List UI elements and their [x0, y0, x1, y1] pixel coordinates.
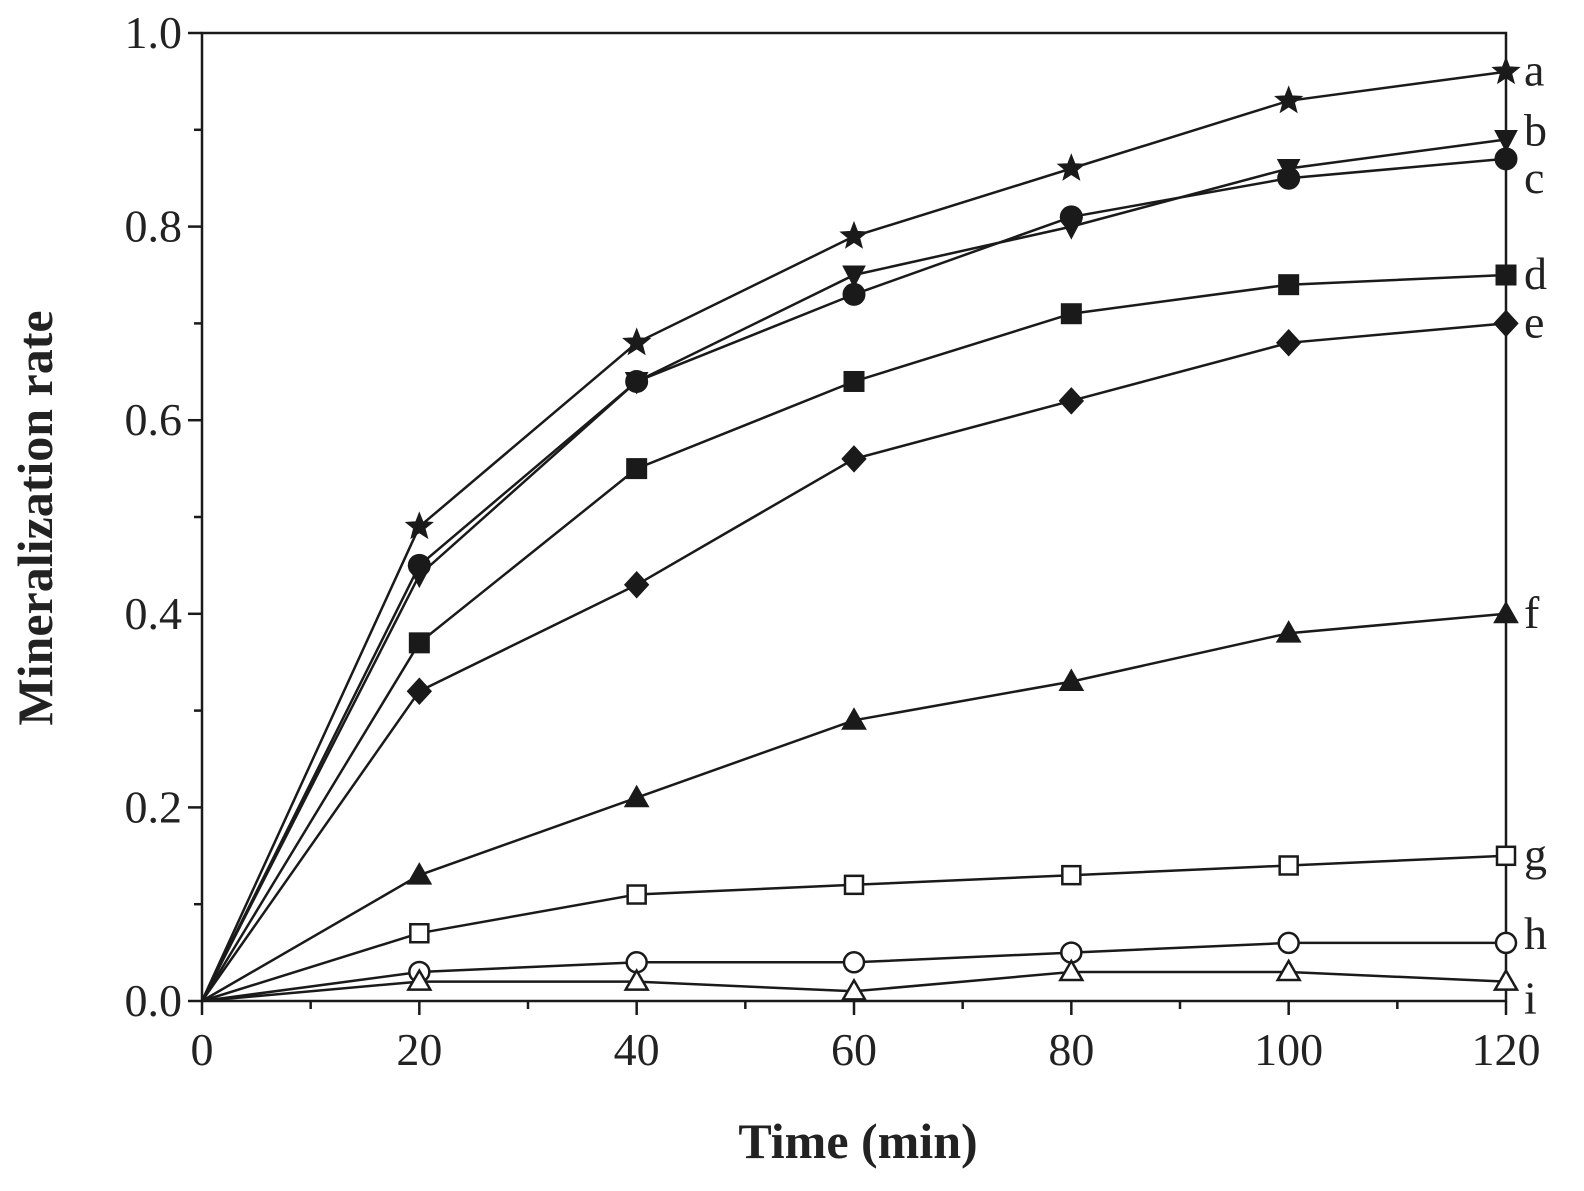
- series-label-g: g: [1524, 829, 1547, 880]
- data-point: [623, 571, 650, 599]
- data-point: [626, 458, 648, 480]
- data-point: [1495, 845, 1517, 867]
- x-tick-label: 20: [396, 1024, 442, 1075]
- series-label-f: f: [1524, 587, 1540, 638]
- series-label-i: i: [1524, 973, 1537, 1024]
- data-point: [1495, 264, 1517, 286]
- data-point: [623, 968, 650, 991]
- data-point: [1491, 56, 1521, 85]
- series-label-c: c: [1524, 152, 1544, 203]
- data-point: [407, 553, 431, 577]
- data-point: [1056, 153, 1086, 181]
- data-point: [1058, 668, 1085, 692]
- plot-series: [200, 56, 1521, 1003]
- data-point: [842, 282, 866, 306]
- data-point: [1059, 205, 1083, 229]
- y-axis-title: Mineralization rate: [7, 310, 63, 725]
- data-point: [1060, 303, 1082, 325]
- y-tick-label: 0.6: [125, 394, 183, 445]
- series-line-a: [200, 70, 1507, 1002]
- data-point: [1277, 931, 1300, 955]
- data-point: [622, 327, 652, 356]
- series-b: [200, 129, 1518, 1002]
- data-point: [1494, 129, 1518, 153]
- plot-frame: [200, 31, 1508, 1003]
- data-point: [1278, 274, 1300, 296]
- data-point: [1275, 329, 1302, 357]
- data-point: [841, 707, 867, 730]
- data-point: [1277, 166, 1301, 190]
- y-tick-label: 0.0: [125, 975, 183, 1026]
- y-tick-label: 0.4: [125, 588, 183, 639]
- data-point: [623, 784, 650, 808]
- x-tick-label: 100: [1254, 1024, 1323, 1075]
- data-point: [1274, 85, 1304, 114]
- x-tick-label: 80: [1048, 1024, 1094, 1075]
- data-point: [409, 922, 430, 944]
- series-f: [201, 600, 1519, 1003]
- y-tick-label: 1.0: [125, 7, 183, 58]
- data-point: [406, 968, 433, 991]
- data-point: [1058, 387, 1085, 415]
- data-point: [1492, 968, 1520, 991]
- series-a: [200, 56, 1521, 1002]
- data-point: [404, 511, 434, 540]
- data-point: [1493, 600, 1519, 624]
- data-point: [626, 884, 647, 905]
- x-tick-label: 60: [831, 1024, 877, 1075]
- x-tick-label: 40: [614, 1024, 660, 1075]
- series-d: [200, 264, 1517, 1002]
- data-point: [839, 220, 869, 249]
- x-tick-label: 0: [191, 1024, 214, 1075]
- data-point: [1493, 309, 1519, 338]
- series-label-e: e: [1524, 296, 1544, 347]
- data-point: [406, 677, 433, 705]
- series-label-h: h: [1524, 908, 1547, 959]
- data-point: [625, 369, 649, 393]
- data-point: [1058, 958, 1085, 982]
- data-point: [1275, 958, 1302, 982]
- series-label-a: a: [1524, 45, 1544, 96]
- data-point: [1061, 864, 1082, 886]
- x-axis-title: Time (min): [738, 1113, 977, 1169]
- data-point: [1275, 620, 1302, 643]
- series-g: [201, 845, 1517, 1003]
- y-tick-label: 0.2: [125, 781, 183, 832]
- series-line-e: [200, 322, 1507, 1002]
- data-point: [1278, 855, 1299, 876]
- series-label-d: d: [1524, 248, 1547, 299]
- series-label-b: b: [1524, 104, 1547, 155]
- x-tick-label: 120: [1472, 1024, 1541, 1075]
- data-point: [843, 370, 865, 392]
- y-tick-label: 0.8: [125, 201, 183, 252]
- series-c: [200, 147, 1518, 1002]
- data-point: [842, 265, 866, 289]
- data-point: [408, 632, 430, 654]
- data-point: [842, 951, 866, 974]
- data-point: [840, 977, 868, 1001]
- data-point: [841, 445, 867, 473]
- axes: 0 20 40 60 80 100 120 0.0 0.2 0.4 0.6 0.8 1.0: [125, 7, 1541, 1075]
- data-point: [406, 862, 433, 885]
- data-point: [1494, 931, 1518, 955]
- data-point: [843, 874, 865, 896]
- data-point: [1494, 147, 1518, 171]
- series-i: [201, 958, 1520, 1003]
- series-e: [200, 309, 1519, 1002]
